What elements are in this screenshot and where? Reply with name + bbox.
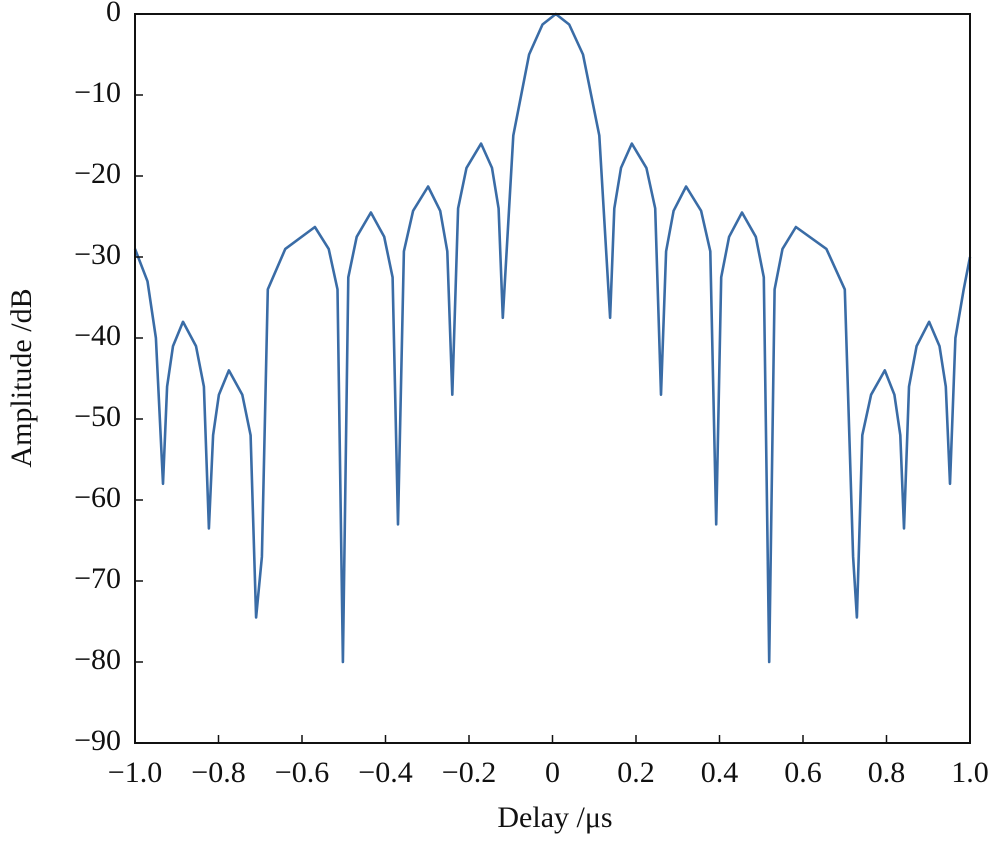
y-tick-label: −20 [74, 157, 121, 190]
y-tick-label: −80 [74, 643, 121, 676]
x-tick-label: −0.2 [442, 756, 496, 789]
x-tick-label: 0.8 [868, 756, 906, 789]
x-tick-label: 0.4 [701, 756, 739, 789]
x-tick-label: 1.0 [951, 756, 989, 789]
y-axis-label: Amplitude /dB [5, 288, 38, 467]
x-tick-label: 0.2 [617, 756, 655, 789]
y-tick-label: −10 [74, 76, 121, 109]
series-line [133, 12, 972, 664]
x-tick-label: −0.4 [358, 756, 412, 789]
y-tick-label: −70 [74, 562, 121, 595]
x-axis-label: Delay /μs [497, 801, 612, 834]
y-tick-label: 0 [106, 0, 121, 28]
x-tick-label: −0.8 [191, 756, 245, 789]
x-tick-label: 0 [545, 756, 560, 789]
y-tick-label: −50 [74, 400, 121, 433]
y-tick-label: −40 [74, 319, 121, 352]
y-tick-label: −90 [74, 724, 121, 757]
x-tick-label: −1.0 [108, 756, 162, 789]
x-tick-label: 0.6 [784, 756, 822, 789]
plot-frame [134, 13, 971, 744]
y-tick-label: −30 [74, 238, 121, 271]
y-tick-label: −60 [74, 481, 121, 514]
x-tick-label: −0.6 [275, 756, 329, 789]
